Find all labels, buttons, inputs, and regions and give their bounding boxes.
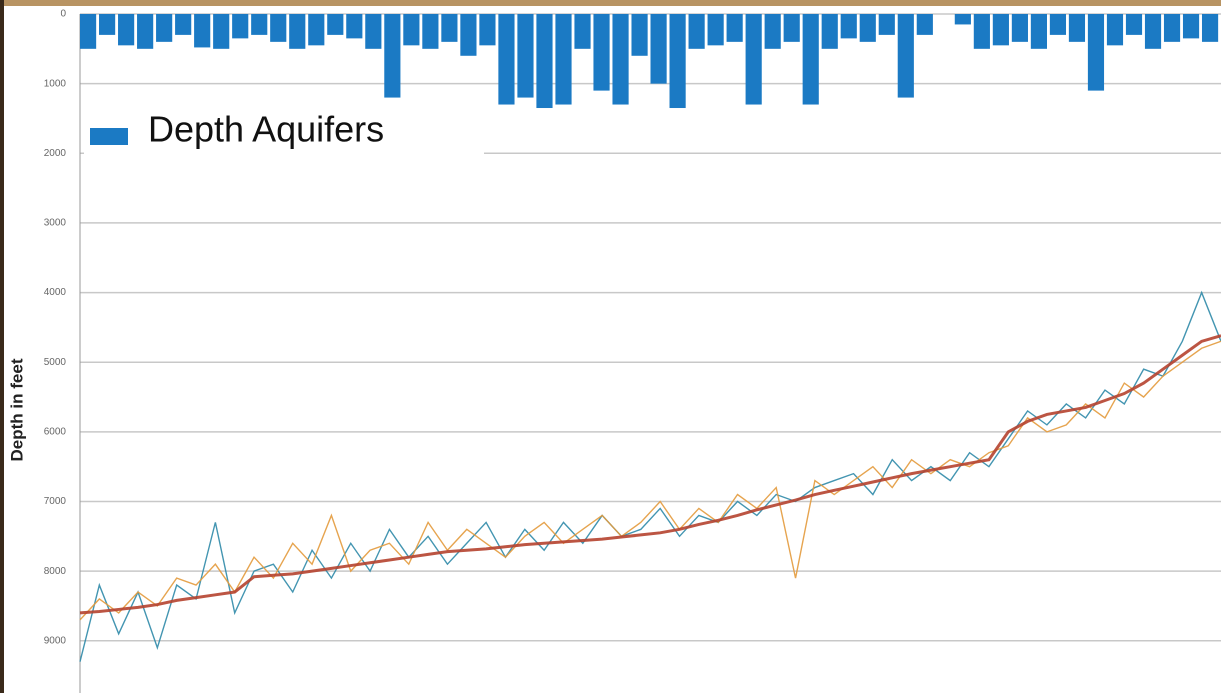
bar <box>1049 14 1067 35</box>
bar <box>99 14 116 35</box>
y-tick-label: 7000 <box>44 496 67 507</box>
bar <box>821 14 838 49</box>
bar <box>232 14 249 39</box>
bar <box>289 14 306 49</box>
bar <box>137 14 154 49</box>
bar <box>954 14 971 25</box>
y-tick-label: 6000 <box>44 426 67 437</box>
bar <box>1068 14 1086 42</box>
bar <box>593 14 610 91</box>
bar <box>650 14 667 84</box>
bar <box>973 14 990 49</box>
bar <box>479 14 496 46</box>
bar <box>403 14 420 46</box>
y-tick-label: 2000 <box>44 148 67 159</box>
bar <box>992 14 1009 46</box>
bar <box>878 14 895 35</box>
y-tick-label: 8000 <box>44 566 67 577</box>
legend-label: Depth Aquifers <box>148 109 384 150</box>
bar <box>1201 14 1219 42</box>
bar <box>802 14 819 105</box>
left-edge <box>0 0 4 693</box>
bar <box>1030 14 1047 49</box>
bar <box>327 14 344 35</box>
bar <box>745 14 762 105</box>
bar <box>707 14 724 46</box>
bar <box>536 14 553 109</box>
bar <box>897 14 914 98</box>
bar <box>840 14 857 39</box>
y-tick-label: 4000 <box>44 287 67 298</box>
y-tick-label: 3000 <box>44 218 67 229</box>
bar <box>175 14 192 35</box>
bar <box>1144 14 1162 49</box>
y-tick-label: 1000 <box>44 78 67 89</box>
legend: Depth Aquifers <box>84 108 484 158</box>
bar <box>118 14 135 46</box>
plot-area: 0 1000 2000 3000 4000 5000 6000 7000 8000 9000 <box>44 9 1221 693</box>
bar <box>574 14 591 49</box>
bar <box>1106 14 1124 46</box>
bar <box>270 14 287 42</box>
line <box>79 290 1221 662</box>
top-strip <box>0 0 1221 6</box>
bar <box>669 14 686 109</box>
bar <box>251 14 268 35</box>
legend-background <box>84 108 484 158</box>
bar <box>498 14 515 105</box>
bar <box>783 14 800 42</box>
bar <box>1125 14 1143 35</box>
y-axis-label: Depth in feet <box>7 358 26 461</box>
bar <box>365 14 382 49</box>
bar <box>441 14 458 42</box>
bar <box>612 14 629 105</box>
legend-swatch <box>90 128 128 145</box>
bar <box>1182 14 1200 39</box>
bar <box>422 14 439 49</box>
bar <box>80 14 97 49</box>
bar <box>916 14 933 35</box>
bar <box>517 14 534 98</box>
y-tick-label: 5000 <box>44 357 67 368</box>
bar <box>194 14 211 48</box>
bar <box>384 14 401 98</box>
bar <box>726 14 743 42</box>
bar <box>859 14 876 42</box>
line <box>79 334 1221 615</box>
bar <box>555 14 572 105</box>
bar <box>1011 14 1028 42</box>
bar <box>688 14 705 49</box>
bar <box>1087 14 1105 91</box>
bar <box>764 14 781 49</box>
bar <box>156 14 173 42</box>
bar <box>346 14 363 39</box>
y-tick-label: 9000 <box>44 635 67 646</box>
bar <box>308 14 325 46</box>
bar <box>631 14 648 56</box>
bar <box>460 14 477 56</box>
y-tick-label: 0 <box>60 9 66 20</box>
bar <box>213 14 230 49</box>
bar <box>1163 14 1181 42</box>
